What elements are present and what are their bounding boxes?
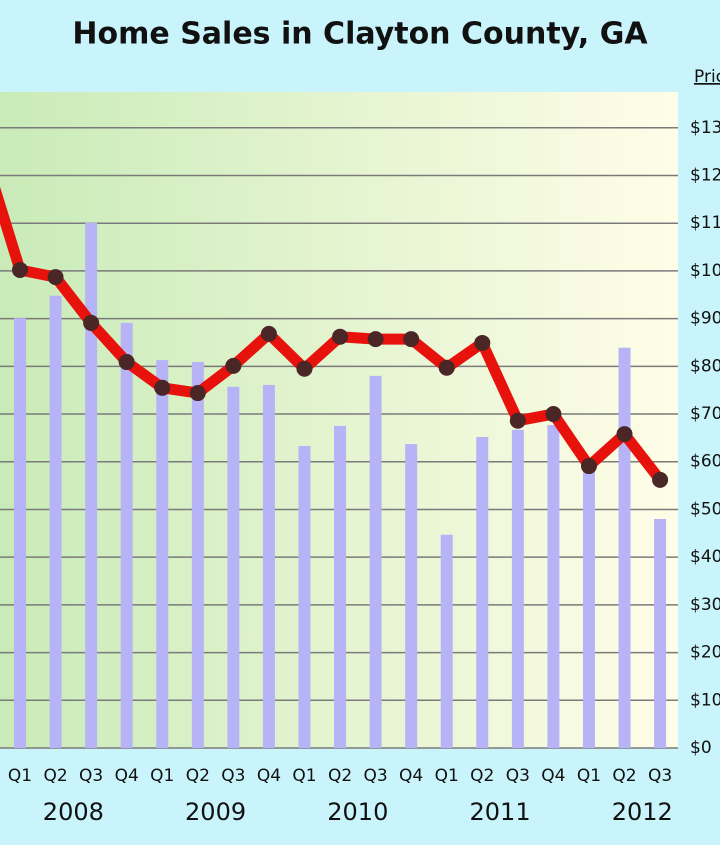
year-label: 2011: [470, 798, 531, 826]
x-tick-label: Q3: [221, 766, 245, 786]
bar: [14, 318, 26, 748]
x-tick-label: Q2: [186, 766, 210, 786]
y2-tick-label: $70,000: [690, 404, 720, 424]
price-marker: [118, 354, 135, 371]
price-marker: [545, 406, 562, 423]
x-tick-label: Q4: [257, 766, 281, 786]
price-marker: [260, 325, 277, 342]
price-marker: [225, 357, 242, 374]
y2-tick-label: $100,000: [690, 261, 720, 281]
x-tick-label: Q2: [612, 766, 636, 786]
bar: [476, 436, 489, 748]
x-tick-label: Q3: [363, 766, 387, 786]
year-label: 2010: [327, 798, 388, 826]
price-marker: [509, 412, 526, 429]
y2-tick-label: $110,000: [690, 213, 720, 233]
bar: [191, 362, 204, 748]
year-label: 2012: [612, 798, 673, 826]
x-tick-label: Q1: [292, 766, 316, 786]
y2-tick-label: $130,000: [690, 118, 720, 138]
y2-tick-label: $10,000: [690, 690, 720, 710]
x-tick-label: Q1: [435, 766, 459, 786]
x-tick-label: Q1: [8, 766, 32, 786]
y2-tick-label: $60,000: [690, 452, 720, 472]
price-marker: [332, 328, 349, 345]
x-tick-label: Q2: [328, 766, 352, 786]
x-tick-label: Q4: [115, 766, 139, 786]
bar: [582, 469, 595, 748]
y2-tick-label: $40,000: [690, 547, 720, 567]
x-tick-label: Q1: [150, 766, 174, 786]
bar: [227, 386, 240, 748]
bar: [511, 429, 524, 748]
y2-tick-label: $120,000: [690, 165, 720, 185]
price-marker: [83, 314, 100, 331]
x-tick-label: Q3: [79, 766, 103, 786]
y2-tick-label: $90,000: [690, 309, 720, 329]
price-marker: [652, 471, 669, 488]
y2-tick-label: $50,000: [690, 499, 720, 519]
bar: [369, 375, 382, 748]
y2-axis-label: Price: [694, 67, 720, 87]
bar: [440, 534, 453, 748]
x-tick-label: Q3: [506, 766, 530, 786]
x-tick-label: Q4: [541, 766, 565, 786]
bar: [49, 295, 62, 748]
chart-title: Home Sales in Clayton County, GA: [72, 17, 648, 52]
bar: [618, 347, 631, 748]
price-marker: [47, 269, 64, 286]
y2-tick-label: $20,000: [690, 643, 720, 663]
price-marker: [474, 334, 491, 351]
bar: [156, 360, 169, 748]
year-label: 2009: [185, 798, 246, 826]
bar: [262, 384, 275, 748]
price-marker: [616, 426, 633, 443]
bar: [405, 444, 418, 748]
year-label: 2008: [43, 798, 104, 826]
price-marker: [296, 360, 313, 377]
bar: [547, 425, 560, 748]
x-tick-label: Q2: [43, 766, 67, 786]
price-marker: [403, 331, 420, 348]
price-marker: [438, 359, 455, 376]
x-tick-label: Q3: [648, 766, 672, 786]
x-tick-label: Q4: [399, 766, 423, 786]
y2-tick-label: $80,000: [690, 356, 720, 376]
price-marker: [367, 331, 384, 348]
price-marker: [12, 261, 28, 278]
x-tick-label: Q1: [577, 766, 601, 786]
x-tick-label: Q2: [470, 766, 494, 786]
price-marker: [189, 385, 206, 402]
price-marker: [154, 379, 171, 396]
bar: [654, 518, 667, 748]
y2-tick-label: $0: [690, 738, 712, 758]
bar: [334, 425, 347, 748]
bar: [85, 222, 98, 749]
y2-tick-label: $30,000: [690, 595, 720, 615]
price-marker: [580, 458, 597, 475]
bar: [120, 322, 133, 748]
bar: [298, 446, 311, 748]
